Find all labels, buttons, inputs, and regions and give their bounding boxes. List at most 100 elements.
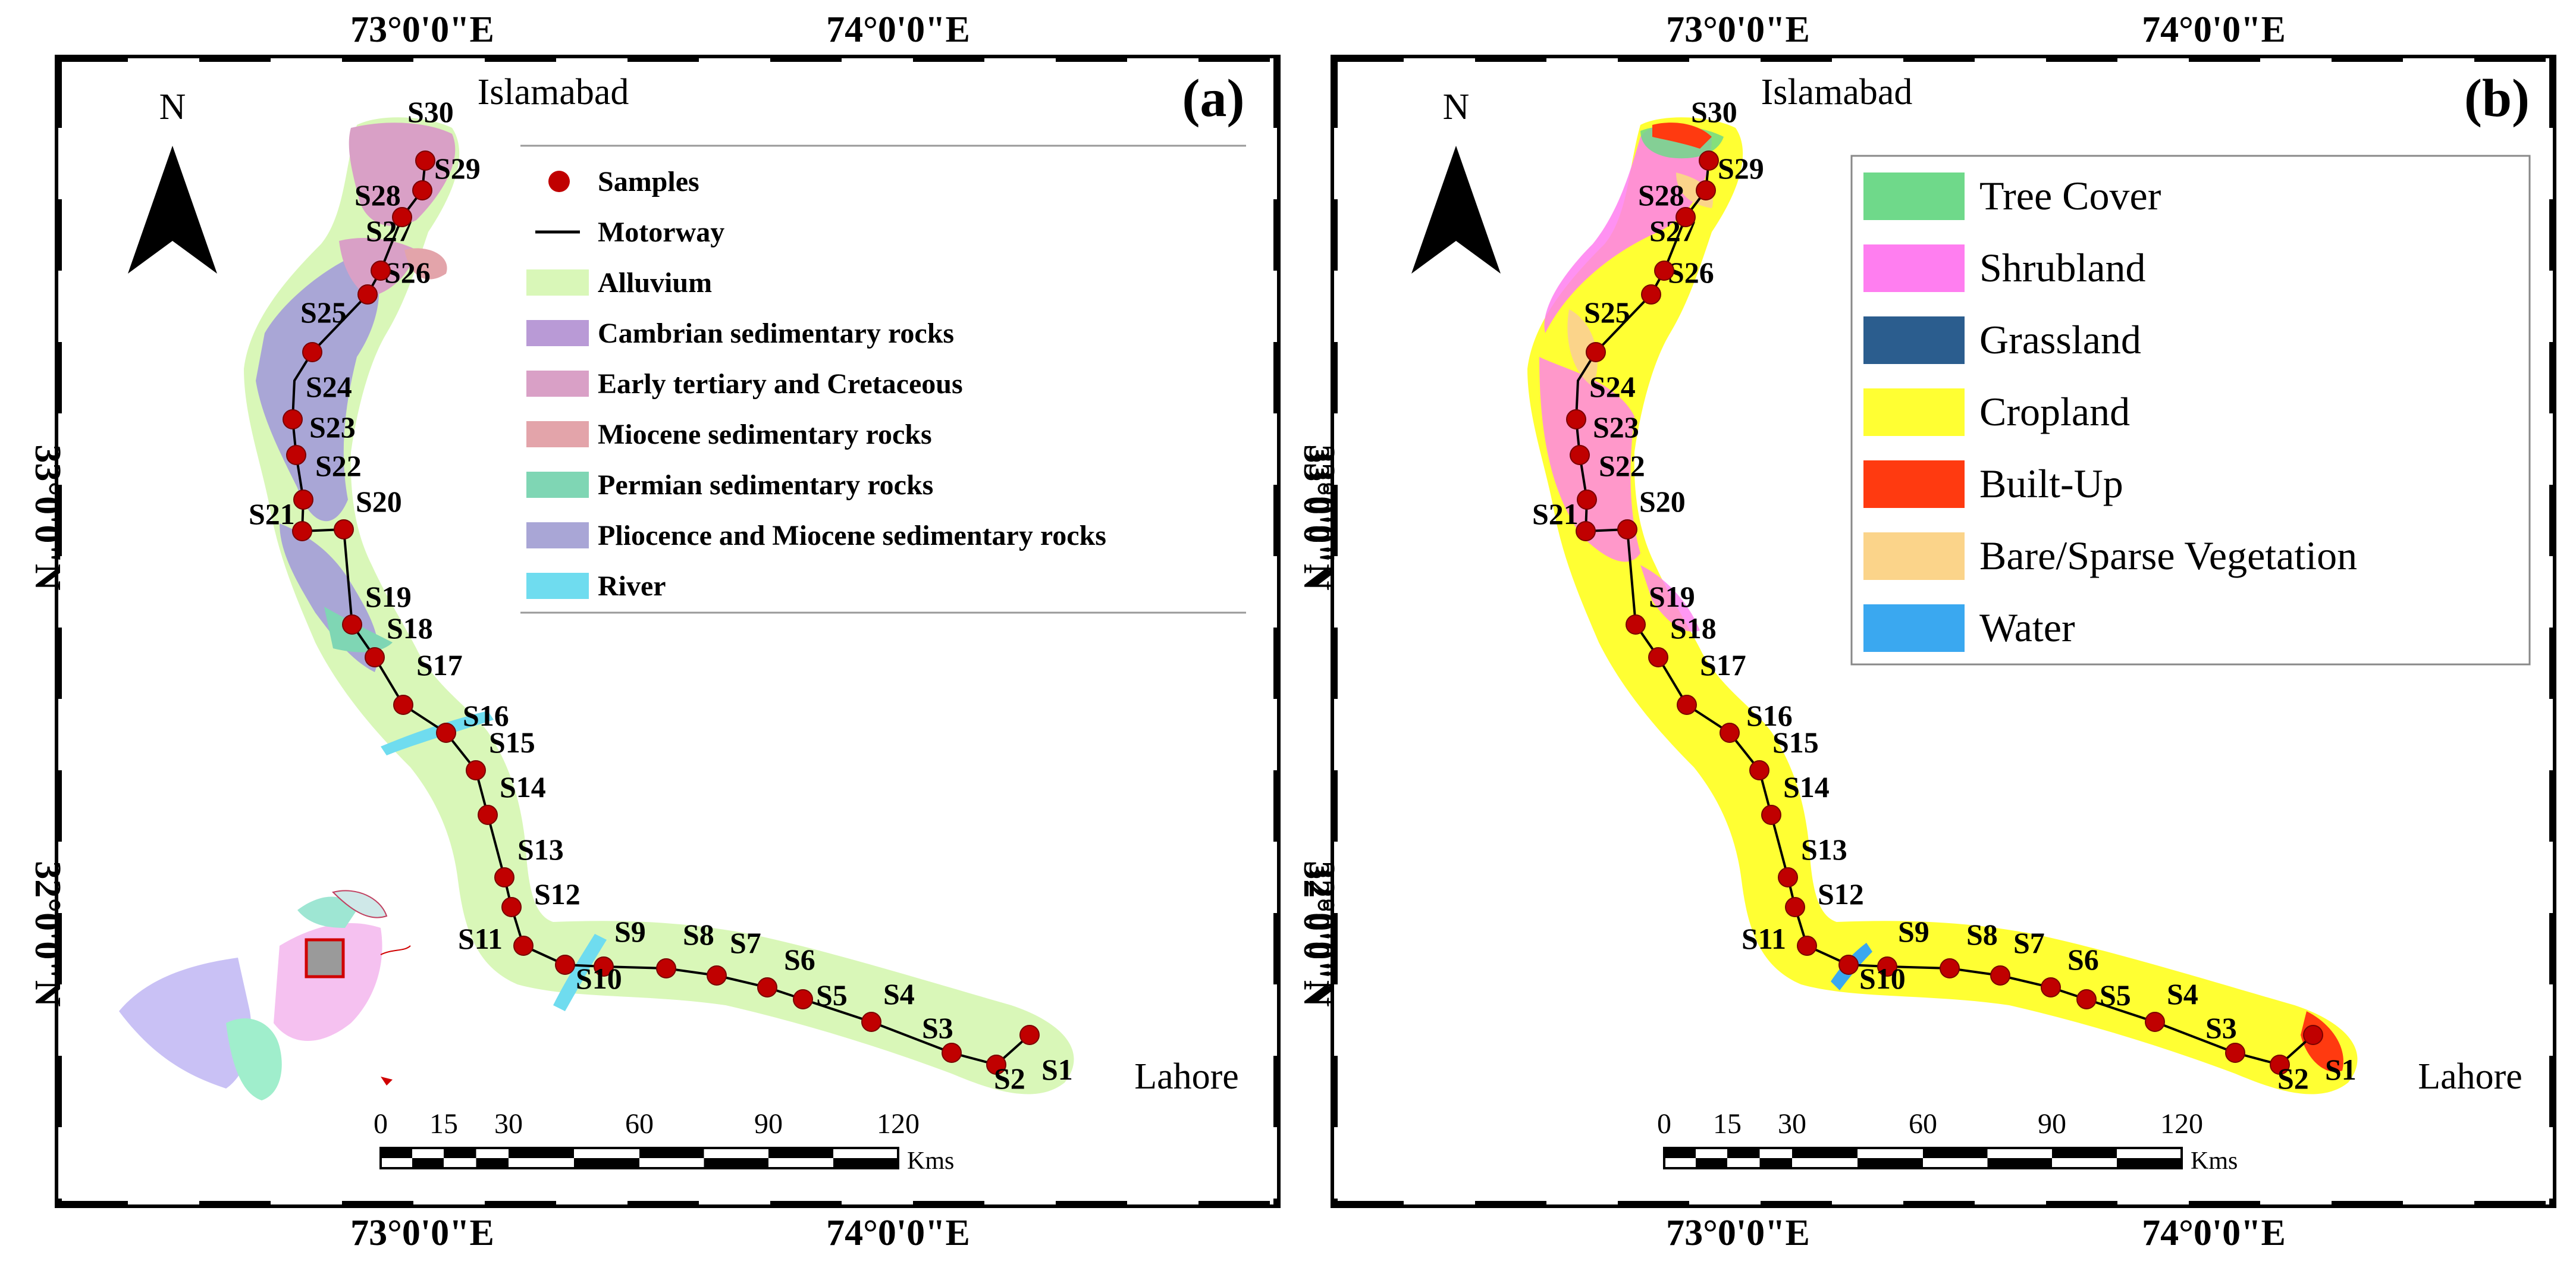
legend-swatch: [526, 573, 589, 599]
sample-label: S28: [354, 178, 401, 212]
legend-swatch: [548, 171, 570, 192]
graticule-border: [1331, 55, 2556, 1208]
latitude-label-left: 33°0'0"N: [1301, 444, 1342, 590]
scale-tick-label: 60: [1909, 1108, 1937, 1140]
legend-swatch: [526, 421, 589, 447]
legend-label: Motorway: [598, 217, 724, 248]
longitude-label-bottom: 73°0'0"E: [1666, 1213, 1810, 1253]
sample-point: [1586, 342, 1606, 362]
sample-point: [513, 936, 534, 956]
sample-point: [2041, 977, 2061, 997]
sample-label: S29: [1718, 152, 1764, 185]
sample-label: S22: [315, 449, 362, 482]
sample-label: S7: [2013, 926, 2045, 959]
sample-point: [1761, 805, 1781, 825]
sample-point: [1676, 207, 1696, 227]
legend-label: Cambrian sedimentary rocks: [598, 318, 954, 349]
sample-label: S7: [730, 926, 761, 959]
sample-point: [2270, 1055, 2290, 1075]
city-islamabad: Islamabad: [1761, 72, 1913, 112]
legend-swatch: [526, 371, 589, 397]
sample-point: [293, 490, 313, 510]
sample-label: S24: [1589, 370, 1636, 403]
north-arrow: [1411, 146, 1501, 274]
map-content: S1S2S3S4S5S6S7S8S9S10S11S12S13S14S15S16S…: [1411, 69, 2531, 1175]
sample-label: S19: [365, 580, 412, 613]
sample-point: [1641, 284, 1661, 305]
sample-label: S26: [1668, 256, 1714, 289]
sample-label: S23: [1593, 410, 1639, 444]
sample-label: S11: [458, 922, 503, 955]
sample-label: S8: [683, 918, 714, 951]
sample-point: [286, 445, 306, 465]
sample-point: [1648, 647, 1668, 667]
city-lahore: Lahore: [1134, 1056, 1239, 1097]
scale-tick-label: 30: [1778, 1108, 1806, 1140]
map-panel-b: S1S2S3S4S5S6S7S8S9S10S11S12S13S14S15S16S…: [1301, 10, 2556, 1253]
sample-label: S6: [784, 943, 815, 976]
longitude-label-bottom: 73°0'0"E: [350, 1213, 494, 1253]
sample-label: S24: [306, 370, 352, 403]
legend-label: Pliocence and Miocene sedimentary rocks: [598, 520, 1106, 551]
sample-point: [1990, 965, 2010, 986]
sample-label: S17: [416, 648, 463, 682]
sample-point: [1577, 490, 1597, 510]
sample-label: S17: [1700, 648, 1746, 682]
legend-label: Samples: [598, 166, 699, 197]
sample-label: S10: [576, 962, 622, 995]
sample-point: [1699, 150, 1719, 171]
landcover-bare-2: [1567, 309, 1598, 387]
legend-label: Miocene sedimentary rocks: [598, 419, 932, 450]
sample-point: [466, 760, 486, 780]
legend-label: River: [598, 570, 666, 602]
panel-label: (b): [2464, 69, 2530, 128]
sample-point: [283, 409, 303, 429]
sample-point: [1566, 409, 1586, 429]
longitude-label-top: 73°0'0"E: [350, 10, 494, 50]
legend-swatch: [1863, 172, 1965, 220]
sample-label: S18: [1670, 611, 1717, 645]
sample-label: S8: [1966, 918, 1998, 951]
sample-label: S15: [489, 726, 535, 759]
north-label: N: [159, 87, 186, 127]
sample-point: [757, 977, 777, 997]
sample-label: S19: [1649, 580, 1695, 613]
sample-label: S20: [1639, 485, 1686, 518]
sample-label: S23: [309, 410, 356, 444]
sample-label: S3: [2205, 1011, 2237, 1044]
sample-point: [2225, 1043, 2245, 1063]
longitude-label-bottom: 74°0'0"E: [826, 1213, 970, 1253]
scale-tick-label: 90: [2038, 1108, 2066, 1140]
panel-label: (a): [1182, 69, 1245, 128]
legend-label: Tree Cover: [1979, 173, 2161, 218]
sample-point: [1696, 180, 1716, 200]
scale-unit: Kms: [2191, 1147, 2238, 1175]
sample-point: [1576, 521, 1596, 541]
sample-point: [1785, 897, 1805, 917]
city-islamabad: Islamabad: [478, 72, 629, 112]
legend-swatch: [1863, 316, 1965, 364]
inset-fragment: [381, 1077, 393, 1086]
latitude-label-right: 33°0'0"N: [1296, 444, 1336, 590]
sample-point: [1940, 958, 1960, 978]
sample-point: [371, 261, 391, 281]
inset-balochistan: [119, 958, 252, 1089]
legend-swatch: [1863, 244, 1965, 292]
legend-label: Built-Up: [1979, 461, 2123, 506]
legend-swatch: [1863, 604, 1965, 652]
scale-bar: 0 15 30 60 90 120 Kms: [374, 1108, 954, 1175]
sample-point: [1654, 261, 1674, 281]
longitude-label-top: 74°0'0"E: [2142, 10, 2286, 50]
sample-point: [1720, 723, 1740, 743]
map-panel-a: S1S2S3S4S5S6S7S8S9S10S11S12S13S14S15S16S…: [27, 10, 1336, 1253]
scale-tick-label: 15: [429, 1108, 458, 1140]
north-arrow: [128, 146, 217, 274]
sample-label: S9: [614, 915, 646, 948]
sample-label: S5: [816, 978, 848, 1012]
geology-early-tertiary: [349, 123, 456, 226]
sample-point: [1626, 614, 1646, 635]
sample-point: [357, 284, 378, 305]
scale-bar: 0 15 30 60 90 120 Kms: [1657, 1108, 2238, 1175]
sample-point: [292, 521, 312, 541]
